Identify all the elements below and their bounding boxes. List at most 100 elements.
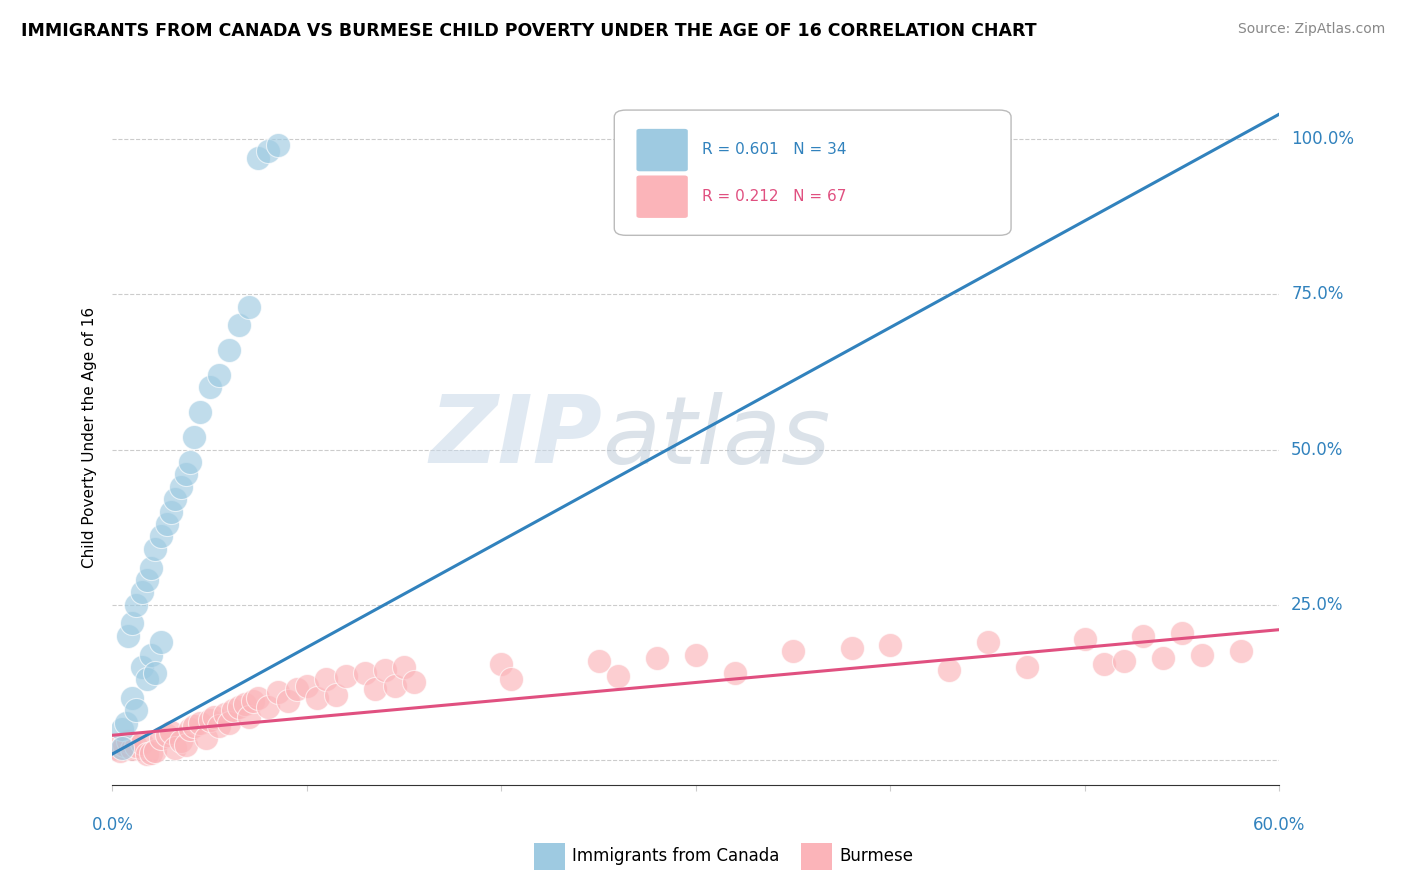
Point [222,703,245,717]
Point [141,648,163,662]
Point [782,644,804,658]
Point [136,673,159,687]
Text: ZIP: ZIP [430,391,603,483]
Point [1074,632,1097,646]
Point [238,300,260,314]
Point [115,715,138,730]
Point [125,703,148,717]
Point [188,405,211,419]
Point [267,685,290,699]
Point [295,679,318,693]
Point [163,740,186,755]
Point [136,747,159,761]
Point [198,713,221,727]
Point [501,673,523,687]
Point [183,430,205,444]
Point [374,663,396,677]
Point [607,669,630,683]
Point [228,700,250,714]
Point [257,145,280,159]
Point [1015,660,1038,674]
Text: IMMIGRANTS FROM CANADA VS BURMESE CHILD POVERTY UNDER THE AGE OF 16 CORRELATION : IMMIGRANTS FROM CANADA VS BURMESE CHILD … [21,22,1036,40]
Point [238,709,260,723]
Point [228,318,250,333]
Point [183,719,205,733]
Text: 100.0%: 100.0% [1291,130,1354,148]
Point [1092,657,1115,671]
Point [305,690,328,705]
Point [402,675,425,690]
Point [169,734,191,748]
Point [156,516,179,531]
Point [938,663,960,677]
Text: Immigrants from Canada: Immigrants from Canada [572,847,779,865]
Point [285,681,308,696]
Point [645,650,668,665]
Point [125,598,148,612]
Text: Source: ZipAtlas.com: Source: ZipAtlas.com [1237,22,1385,37]
Point [1112,654,1135,668]
Point [233,697,256,711]
Point [214,706,236,721]
Point [685,648,707,662]
Point [588,654,610,668]
Point [364,681,387,696]
Point [150,529,173,543]
Text: 25.0%: 25.0% [1291,596,1344,614]
Point [267,138,290,153]
FancyBboxPatch shape [637,128,688,171]
Point [198,380,221,394]
Text: 60.0%: 60.0% [1253,816,1306,834]
Point [188,715,211,730]
Point [156,728,179,742]
Point [335,669,357,683]
Point [141,746,163,760]
Point [131,736,153,750]
Point [163,492,186,507]
Point [1171,625,1194,640]
Point [105,740,128,755]
Point [384,679,406,693]
Point [218,715,240,730]
Point [242,694,264,708]
Point [179,722,201,736]
Point [315,673,337,687]
Point [1152,650,1174,665]
Point [276,694,298,708]
Point [208,719,231,733]
Point [110,744,132,758]
Point [491,657,513,671]
Point [257,700,280,714]
Point [117,629,139,643]
Point [143,666,166,681]
Text: atlas: atlas [603,392,831,483]
Point [141,560,163,574]
Point [325,688,347,702]
Point [392,660,416,674]
Point [160,725,183,739]
Point [160,505,183,519]
Point [111,740,134,755]
FancyBboxPatch shape [637,176,688,218]
Point [176,738,198,752]
Point [247,151,270,165]
Point [1191,648,1213,662]
Text: 0.0%: 0.0% [91,816,134,834]
Y-axis label: Child Poverty Under the Age of 16: Child Poverty Under the Age of 16 [82,307,97,567]
Text: Burmese: Burmese [839,847,914,865]
Point [150,635,173,649]
Point [247,690,270,705]
Point [131,660,153,674]
Point [202,709,225,723]
Text: 75.0%: 75.0% [1291,285,1344,303]
Point [131,585,153,599]
Point [841,641,863,656]
Point [117,734,139,748]
Text: R = 0.601   N = 34: R = 0.601 N = 34 [702,142,846,157]
Point [179,455,201,469]
Point [1229,644,1251,658]
Point [169,480,191,494]
Point [354,666,377,681]
FancyBboxPatch shape [614,110,1011,235]
Point [176,467,198,482]
